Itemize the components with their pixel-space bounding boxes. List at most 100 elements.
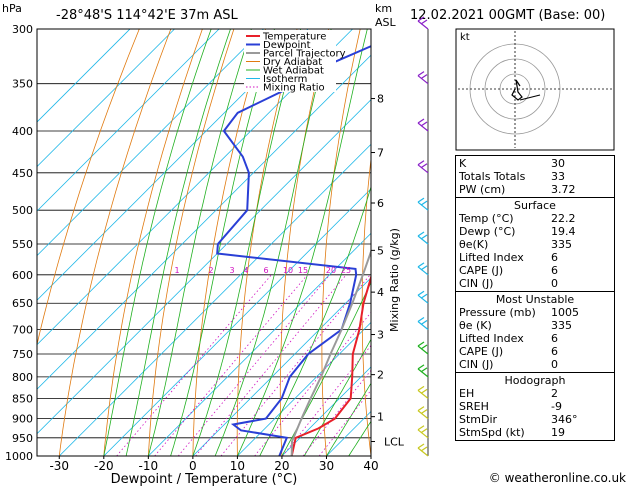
- surface-row: θe(K) 335: [459, 238, 611, 251]
- mixing-ratio-label: 2: [208, 266, 213, 275]
- mixing-ratio-line: [177, 274, 331, 456]
- surface-row: Lifted Index 6: [459, 251, 611, 264]
- legend-entry: Dry Adiabat: [263, 57, 322, 68]
- stats-label: K: [459, 157, 467, 170]
- surface-box: Surface Temp (°C) 22.2 Dewp (°C) 19.4 θe(K) 3…: [455, 198, 615, 292]
- km-tick-label: 1: [377, 411, 384, 424]
- most-unstable-label: Pressure (mb): [459, 306, 536, 319]
- most-unstable-box: Most Unstable Pressure (mb) 1005 θe (K) 335…: [455, 292, 615, 373]
- hodograph-row: StmSpd (kt) 19: [459, 426, 611, 439]
- legend-entry: Mixing Ratio: [263, 83, 325, 94]
- surface-value: 0: [551, 277, 558, 290]
- mixing-ratio-line: [116, 274, 272, 456]
- x-axis-label: Dewpoint / Temperature (°C): [111, 472, 298, 486]
- wet-adiabat-line: [192, 29, 302, 456]
- temperature-tick-label: -30: [49, 459, 69, 473]
- km-label: km: [375, 2, 392, 15]
- asl-label: ASL: [375, 16, 397, 29]
- mixing-ratio-label: 25: [341, 266, 351, 275]
- dewpoint-profile: [216, 45, 371, 456]
- wind-barb: [417, 364, 429, 378]
- wind-barb: [417, 406, 429, 420]
- most-unstable-value: 0: [551, 358, 558, 371]
- hodograph-row: EH 2: [459, 387, 611, 400]
- hpa-label: hPa: [2, 2, 22, 15]
- surface-row: CAPE (J) 6: [459, 264, 611, 277]
- mixing-ratio-label: 3: [229, 266, 234, 275]
- surface-value: 22.2: [551, 212, 576, 225]
- stats-label: PW (cm): [459, 183, 506, 196]
- hodograph-label: EH: [459, 387, 475, 400]
- legend-entry: Temperature: [262, 32, 326, 43]
- isotherm-line: [37, 29, 264, 257]
- hodograph-label: StmDir: [459, 413, 498, 426]
- isotherm-line: [37, 29, 220, 212]
- hodograph-value: 19: [551, 426, 565, 439]
- isotherm-line: [58, 143, 371, 456]
- wet-adiabat-line: [259, 185, 371, 456]
- hodograph-value: 346°: [551, 413, 578, 426]
- plot-frame: [36, 28, 372, 457]
- temperature-tick-label: -10: [139, 459, 159, 473]
- pressure-tick-label: 1000: [5, 450, 33, 463]
- wind-barb: [417, 160, 429, 174]
- wind-barb: [417, 317, 429, 330]
- storm-motion-arrow: [519, 94, 541, 101]
- wind-barbs-column: [417, 16, 429, 457]
- wind-barb: [417, 118, 429, 132]
- dry-adiabat-line: [361, 155, 371, 456]
- isotherm-line: [281, 366, 371, 456]
- stats-row: K 30: [459, 157, 611, 170]
- most-unstable-row: θe (K) 335: [459, 319, 611, 332]
- pressure-tick-label: 600: [12, 269, 33, 282]
- hodograph-title: Hodograph: [504, 374, 566, 387]
- pressure-tick-label: 300: [12, 23, 33, 36]
- surface-value: 335: [551, 238, 572, 251]
- stats-value: 30: [551, 157, 565, 170]
- wind-barb: [417, 71, 429, 85]
- mixing-ratio-label: 20: [326, 266, 336, 275]
- km-tick-label: 8: [377, 93, 384, 106]
- dry-adiabat-line: [192, 29, 266, 456]
- surface-label: θe(K): [459, 238, 489, 251]
- wet-adiabat-line: [303, 338, 371, 456]
- most-unstable-row: CIN (J) 0: [459, 358, 611, 371]
- most-unstable-value: 6: [551, 345, 558, 358]
- temperature-tick-label: 30: [319, 459, 334, 473]
- mixing-ratio-line: [254, 311, 371, 456]
- wet-adiabat-line: [170, 29, 275, 456]
- wind-barb: [417, 385, 429, 399]
- wet-adiabat-line: [103, 29, 212, 456]
- isotherm-line: [148, 232, 371, 456]
- km-tick-label: LCL: [384, 436, 405, 449]
- surface-row: Dewp (°C) 19.4: [459, 225, 611, 238]
- temperature-tick-label: 40: [363, 459, 378, 473]
- km-tick-label: 4: [377, 286, 384, 299]
- isotherm-line: [192, 277, 371, 456]
- surface-label: Dewp (°C): [459, 225, 516, 238]
- hodograph-label: StmSpd (kt): [459, 426, 525, 439]
- wind-barb: [417, 16, 429, 30]
- wet-adiabat-line: [147, 29, 252, 456]
- mixing-ratio-line: [195, 274, 347, 456]
- most-unstable-label: CIN (J): [459, 358, 494, 371]
- wind-barb: [417, 425, 429, 439]
- hodograph-panel: kt: [455, 28, 615, 151]
- pressure-tick-label: 400: [12, 125, 33, 138]
- wind-barb: [417, 262, 429, 276]
- mixing-ratio-label: 4: [243, 266, 248, 275]
- isotherm-line: [237, 321, 371, 456]
- most-unstable-value: 335: [551, 319, 572, 332]
- km-tick-label: 6: [377, 197, 384, 210]
- dry-adiabat-line: [236, 29, 298, 456]
- wind-barb: [417, 197, 429, 211]
- wet-adiabat-line: [125, 29, 231, 456]
- pressure-tick-label: 450: [12, 167, 33, 180]
- isotherm-line: [37, 29, 309, 301]
- temperature-tick-label: -20: [94, 459, 114, 473]
- pressure-tick-label: 850: [12, 392, 33, 405]
- surface-row: CIN (J) 0: [459, 277, 611, 290]
- temperature-profile: [290, 272, 371, 456]
- mixing-ratio-label: 1: [174, 266, 179, 275]
- isotherm-line: [37, 29, 131, 123]
